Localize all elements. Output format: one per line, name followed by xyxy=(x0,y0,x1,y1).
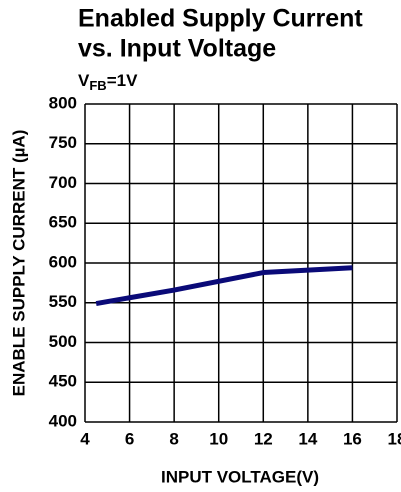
y-tick-label: 800 xyxy=(49,93,77,112)
x-tick-label: 6 xyxy=(125,429,134,448)
x-tick-label: 8 xyxy=(169,429,178,448)
y-tick-label: 500 xyxy=(49,332,77,351)
y-tick-label: 450 xyxy=(49,372,77,391)
x-tick-label: 10 xyxy=(209,429,228,448)
x-tick-label: 4 xyxy=(80,429,90,448)
x-axis-label: INPUT VOLTAGE(V) xyxy=(161,467,319,486)
x-tick-label: 18 xyxy=(388,429,401,448)
subtitle-part: =1V xyxy=(107,71,138,90)
y-axis-label: ENABLE SUPPLY CURRENT (µA) xyxy=(9,130,28,397)
subtitle-sub: FB xyxy=(89,78,106,93)
y-tick-label: 750 xyxy=(49,133,77,152)
y-tick-label: 600 xyxy=(49,252,77,271)
y-tick-label: 700 xyxy=(49,173,77,192)
y-tick-label: 550 xyxy=(49,292,77,311)
subtitle-part: V xyxy=(78,71,90,90)
data-line xyxy=(95,265,353,307)
chart-subtitle: VFB=1V xyxy=(78,71,138,93)
chart-title: Enabled Supply Current xyxy=(78,5,363,33)
x-tick-label: 14 xyxy=(298,429,317,448)
y-tick-label: 400 xyxy=(49,411,77,430)
chart-title: vs. Input Voltage xyxy=(78,35,276,63)
y-tick-label: 650 xyxy=(49,213,77,232)
x-tick-label: 16 xyxy=(343,429,362,448)
x-tick-label: 12 xyxy=(254,429,273,448)
